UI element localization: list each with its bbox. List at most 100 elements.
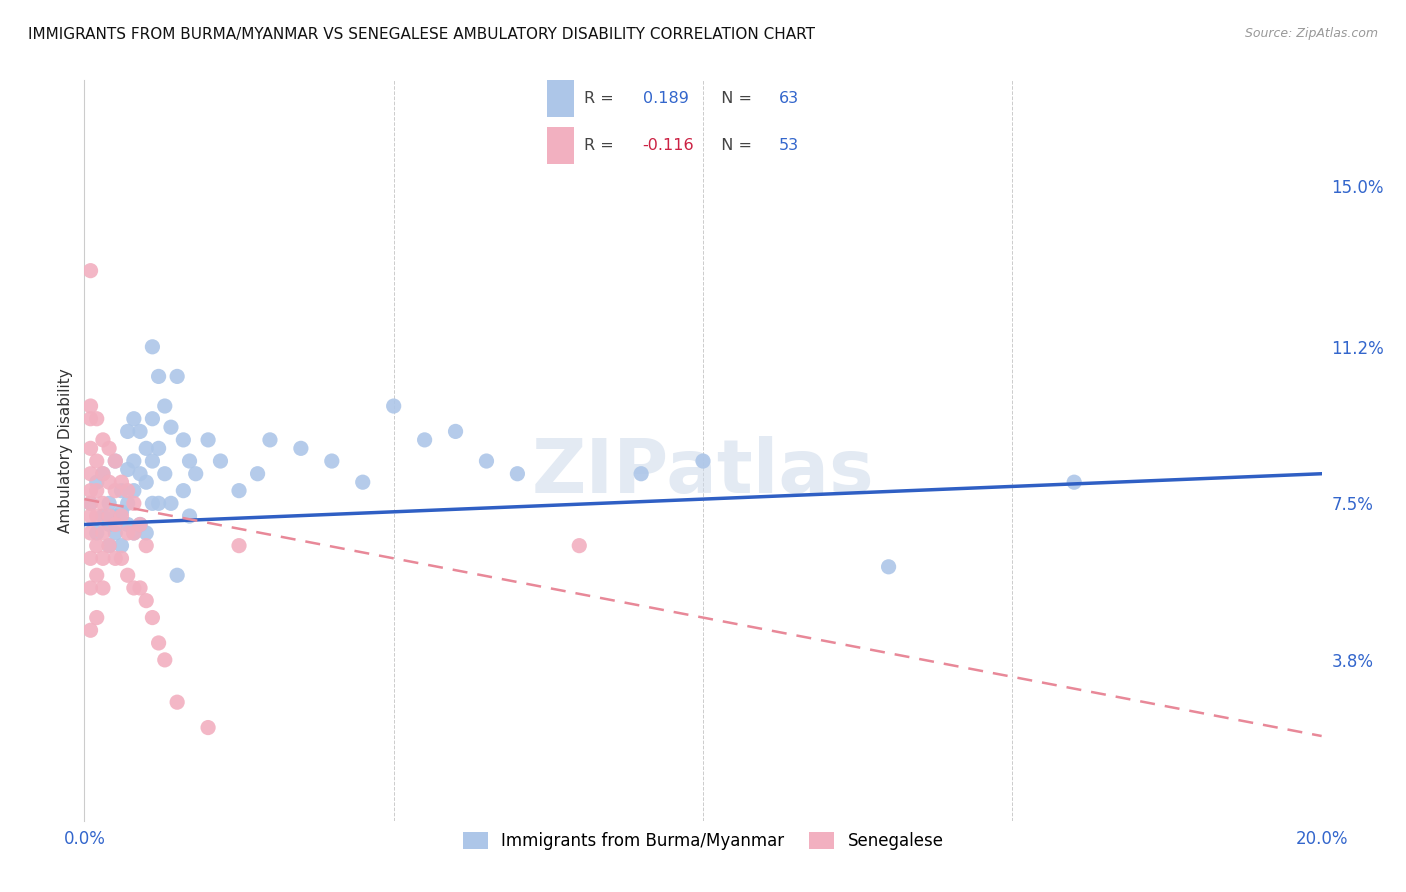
Point bbox=[98, 517, 121, 532]
Point bbox=[413, 433, 436, 447]
Text: 0.189: 0.189 bbox=[643, 91, 689, 106]
Point bbox=[104, 454, 127, 468]
Point bbox=[79, 624, 101, 638]
Point bbox=[129, 581, 152, 595]
Point bbox=[110, 483, 132, 498]
Point bbox=[129, 425, 152, 439]
Text: N =: N = bbox=[710, 91, 756, 106]
Point bbox=[98, 496, 121, 510]
Point bbox=[91, 467, 114, 481]
Point bbox=[568, 539, 591, 553]
Point bbox=[148, 442, 170, 456]
Point bbox=[228, 539, 250, 553]
Point bbox=[166, 568, 188, 582]
Point bbox=[86, 475, 108, 490]
Point bbox=[290, 442, 312, 456]
Point bbox=[179, 509, 201, 524]
Point bbox=[104, 551, 127, 566]
Point bbox=[79, 442, 101, 456]
Bar bbox=[547, 127, 575, 164]
Point bbox=[321, 454, 343, 468]
Point bbox=[382, 399, 405, 413]
Point bbox=[246, 467, 269, 481]
Point bbox=[122, 483, 145, 498]
Point bbox=[141, 610, 163, 624]
Point bbox=[506, 467, 529, 481]
Point bbox=[122, 496, 145, 510]
Point bbox=[98, 509, 121, 524]
Point bbox=[129, 517, 152, 532]
Point bbox=[79, 525, 101, 540]
Point bbox=[148, 636, 170, 650]
Bar bbox=[547, 80, 575, 118]
Point bbox=[91, 496, 114, 510]
Point bbox=[135, 593, 157, 607]
Point bbox=[197, 433, 219, 447]
Point bbox=[86, 509, 108, 524]
Point bbox=[86, 525, 108, 540]
Point bbox=[79, 509, 101, 524]
Point bbox=[117, 496, 139, 510]
Point bbox=[122, 454, 145, 468]
Point bbox=[117, 462, 139, 476]
Point bbox=[352, 475, 374, 490]
Point bbox=[79, 496, 101, 510]
Text: R =: R = bbox=[583, 91, 624, 106]
Y-axis label: Ambulatory Disability: Ambulatory Disability bbox=[58, 368, 73, 533]
Point bbox=[122, 581, 145, 595]
Point bbox=[86, 454, 108, 468]
Point bbox=[91, 467, 114, 481]
Text: ZIPatlas: ZIPatlas bbox=[531, 436, 875, 509]
Point bbox=[160, 420, 183, 434]
Point bbox=[110, 509, 132, 524]
Point bbox=[117, 525, 139, 540]
Point bbox=[79, 399, 101, 413]
Point bbox=[148, 496, 170, 510]
Point bbox=[104, 454, 127, 468]
Point bbox=[141, 496, 163, 510]
Point bbox=[122, 525, 145, 540]
Point bbox=[91, 525, 114, 540]
Point bbox=[79, 483, 101, 498]
Text: IMMIGRANTS FROM BURMA/MYANMAR VS SENEGALESE AMBULATORY DISABILITY CORRELATION CH: IMMIGRANTS FROM BURMA/MYANMAR VS SENEGAL… bbox=[28, 27, 815, 42]
Point bbox=[86, 483, 108, 498]
Point bbox=[228, 483, 250, 498]
Point bbox=[110, 505, 132, 519]
Point bbox=[179, 454, 201, 468]
Point bbox=[86, 411, 108, 425]
Point bbox=[98, 442, 121, 456]
Point bbox=[79, 581, 101, 595]
Point bbox=[877, 559, 900, 574]
Point bbox=[104, 509, 127, 524]
Point bbox=[104, 483, 127, 498]
Point bbox=[86, 539, 108, 553]
Point bbox=[444, 425, 467, 439]
Point bbox=[141, 411, 163, 425]
Point bbox=[110, 551, 132, 566]
Point bbox=[160, 496, 183, 510]
Text: 53: 53 bbox=[779, 138, 799, 153]
Point bbox=[129, 467, 152, 481]
Point bbox=[135, 525, 157, 540]
Point bbox=[141, 340, 163, 354]
Text: 63: 63 bbox=[779, 91, 799, 106]
Point bbox=[122, 411, 145, 425]
Point bbox=[110, 475, 132, 490]
Point bbox=[153, 653, 176, 667]
Point bbox=[86, 568, 108, 582]
Point bbox=[91, 551, 114, 566]
Point bbox=[630, 467, 652, 481]
Point bbox=[117, 568, 139, 582]
Point bbox=[98, 539, 121, 553]
Point bbox=[104, 517, 127, 532]
Point bbox=[166, 695, 188, 709]
Point bbox=[117, 517, 139, 532]
Point bbox=[98, 475, 121, 490]
Point bbox=[153, 467, 176, 481]
Point bbox=[153, 399, 176, 413]
Point bbox=[117, 483, 139, 498]
Point bbox=[475, 454, 498, 468]
Point bbox=[122, 525, 145, 540]
Point bbox=[86, 610, 108, 624]
Point bbox=[184, 467, 207, 481]
